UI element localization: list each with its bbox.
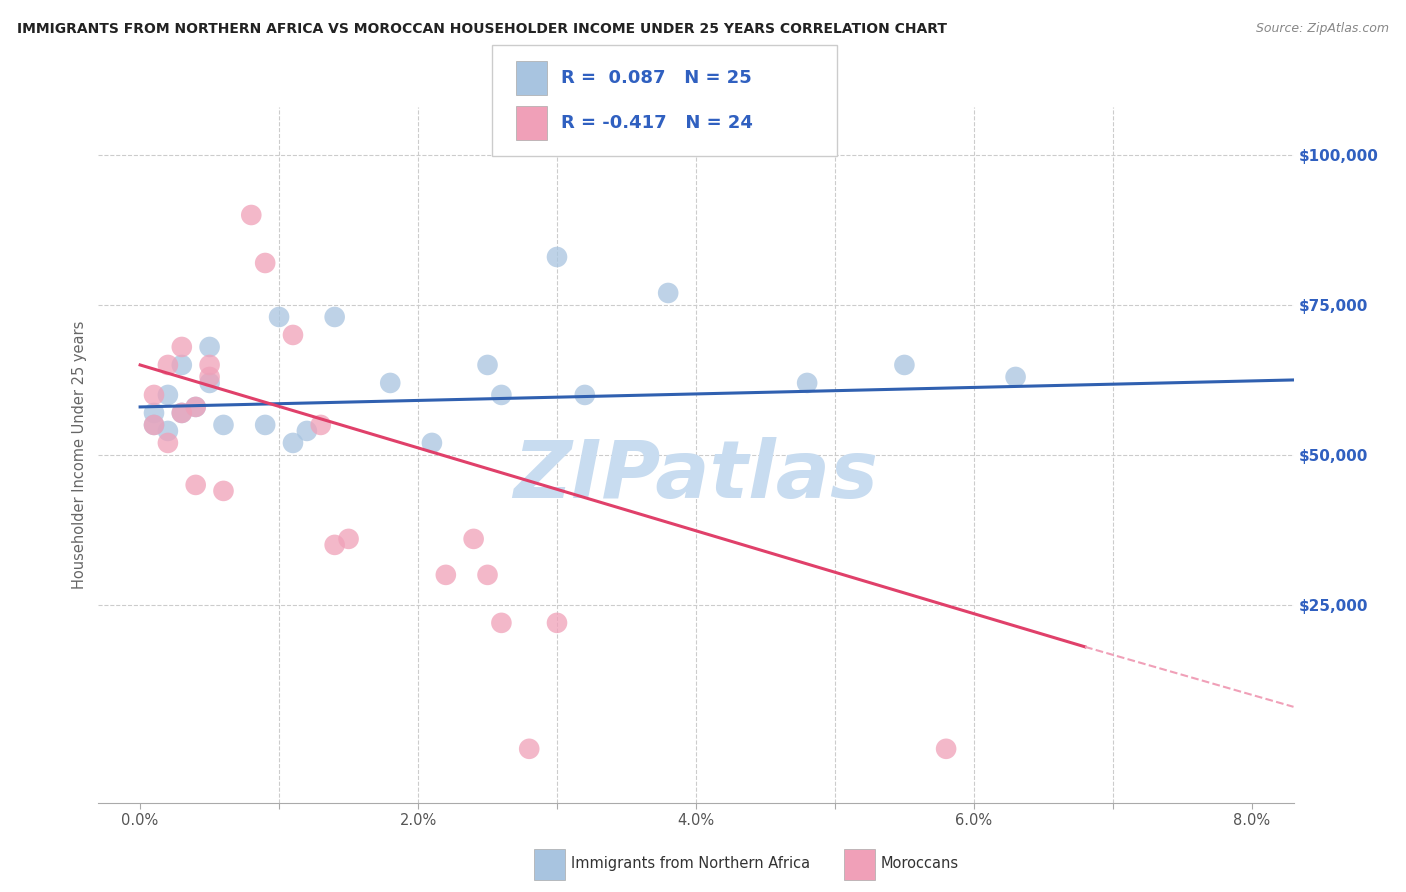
Point [935, 741, 957, 756]
Point [380, 376, 402, 390]
Point [434, 567, 457, 582]
Point [477, 567, 499, 582]
Point [198, 376, 221, 390]
Point [323, 310, 346, 324]
Point [657, 285, 679, 300]
Point [240, 208, 263, 222]
Point [170, 358, 193, 372]
Point [184, 400, 207, 414]
Point [491, 388, 513, 402]
Text: Immigrants from Northern Africa: Immigrants from Northern Africa [571, 856, 810, 871]
Point [156, 436, 179, 450]
Point [184, 400, 207, 414]
Point [477, 358, 499, 372]
Point [337, 532, 360, 546]
Point [170, 406, 193, 420]
Point [143, 388, 166, 402]
Point [517, 741, 540, 756]
Point [156, 388, 179, 402]
Point [170, 406, 193, 420]
Point [574, 388, 596, 402]
Text: R =  0.087   N = 25: R = 0.087 N = 25 [561, 69, 752, 87]
Point [281, 328, 304, 343]
Text: R = -0.417   N = 24: R = -0.417 N = 24 [561, 114, 752, 132]
Point [198, 340, 221, 354]
Point [170, 340, 193, 354]
Point [212, 417, 235, 432]
Point [281, 436, 304, 450]
Point [143, 417, 166, 432]
Point [309, 417, 332, 432]
Point [463, 532, 485, 546]
Point [893, 358, 915, 372]
Text: ZIPatlas: ZIPatlas [513, 437, 879, 515]
Point [198, 358, 221, 372]
Point [546, 250, 568, 264]
Point [796, 376, 818, 390]
Point [184, 478, 207, 492]
Text: IMMIGRANTS FROM NORTHERN AFRICA VS MOROCCAN HOUSEHOLDER INCOME UNDER 25 YEARS CO: IMMIGRANTS FROM NORTHERN AFRICA VS MOROC… [17, 22, 946, 37]
Point [267, 310, 290, 324]
Point [156, 358, 179, 372]
Point [198, 370, 221, 384]
Point [143, 406, 166, 420]
Point [546, 615, 568, 630]
Point [156, 424, 179, 438]
Point [323, 538, 346, 552]
Text: Moroccans: Moroccans [880, 856, 959, 871]
Point [143, 417, 166, 432]
Point [420, 436, 443, 450]
Point [295, 424, 318, 438]
Point [1004, 370, 1026, 384]
Point [254, 417, 277, 432]
Text: Source: ZipAtlas.com: Source: ZipAtlas.com [1256, 22, 1389, 36]
Point [491, 615, 513, 630]
Point [212, 483, 235, 498]
Point [254, 256, 277, 270]
Y-axis label: Householder Income Under 25 years: Householder Income Under 25 years [72, 321, 87, 589]
